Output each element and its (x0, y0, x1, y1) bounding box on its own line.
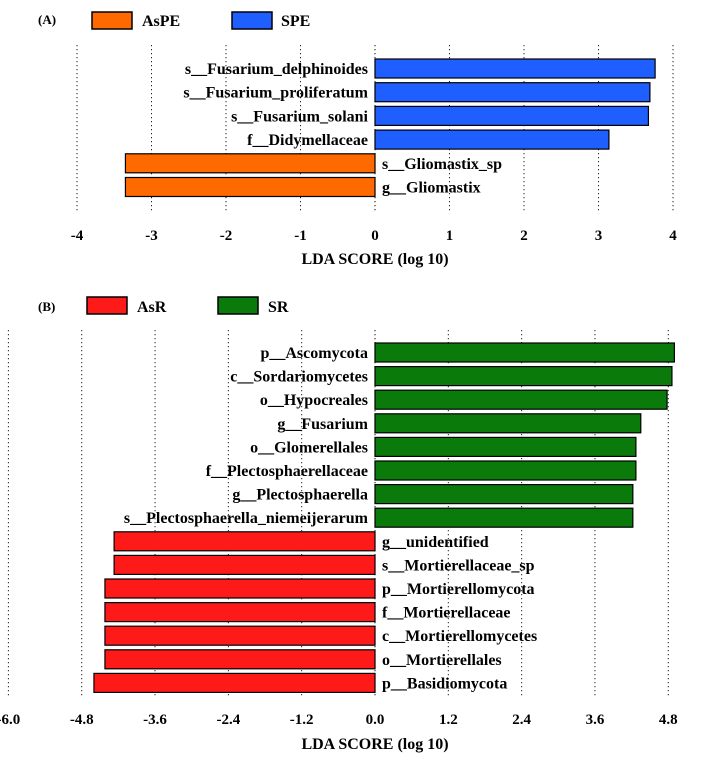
x-tick-label-1-2: -1.2 (290, 712, 314, 728)
panel-a-label: (A) (38, 12, 56, 27)
bar-s-fusarium-delphinoides (374, 58, 656, 79)
x-tick-label-4: -4 (71, 228, 84, 244)
bar-label-s-gliomastix-sp: s__Gliomastix_sp (382, 156, 502, 173)
bar-label-g-fusarium: g__Fusarium (277, 416, 368, 433)
legend-label-spe: SPE (281, 13, 310, 30)
panel-b-bars (93, 342, 675, 694)
x-tick-label-3-6: -3.6 (143, 712, 167, 728)
bar-c-sordariomycetes (374, 366, 673, 387)
panel-a-bars (124, 58, 656, 198)
panel-b-x-ticks: -6.0-4.8-3.6-2.4-1.20.01.22.43.64.86.0 (0, 712, 678, 728)
bar-label-f-plectosphaerellaceae: f__Plectosphaerellaceae (206, 463, 368, 480)
panel-a-lda-chart: (A) AsPE SPE s__Fusarium_delphinoidess__… (38, 11, 678, 268)
bar-label-f-mortierellaceae: f__Mortierellaceae (382, 605, 511, 622)
x-tick-label-3: -3 (145, 228, 158, 244)
x-tick-label-1: -1 (294, 228, 307, 244)
legend-label-asr: AsR (137, 299, 167, 316)
bar-s-fusarium-solani (374, 105, 650, 127)
x-tick-label-2: -2 (220, 228, 233, 244)
legend-swatch-sr (217, 296, 259, 315)
panel-b-label: (B) (38, 299, 55, 314)
bar-label-o-glomerellales: o__Glomerellales (250, 439, 368, 456)
x-tick-label-6-0: -6.0 (0, 712, 20, 728)
bar-label-s-fusarium-delphinoides: s__Fusarium_delphinoides (185, 61, 368, 78)
x-tick-label-2: 2 (520, 228, 528, 244)
x-tick-label-1: 1 (446, 228, 454, 244)
bar-label-o-hypocreales: o__Hypocreales (260, 392, 368, 409)
bar-f-mortierellaceae (104, 601, 376, 623)
bar-g-gliomastix (124, 176, 376, 198)
bar-label-g-plectosphaerella: g__Plectosphaerella (232, 487, 368, 504)
bar-p-basidiomycota (93, 672, 376, 694)
legend-swatch-asr (86, 296, 128, 315)
panel-a-x-ticks: -4 -3 -2 -1 0 1 2 3 4 (71, 228, 678, 244)
legend-label-aspe: AsPE (142, 13, 180, 30)
x-tick-label-4: 4 (669, 228, 677, 244)
legend-label-sr: SR (268, 299, 289, 316)
bar-label-s-fusarium-proliferatum: s__Fusarium_proliferatum (183, 85, 368, 102)
legend-swatch-aspe (91, 11, 133, 30)
legend-swatch-spe (231, 11, 273, 30)
bar-s-gliomastix-sp (124, 153, 376, 174)
bar-label-s-plectosphaerella-niemeijerarum: s__Plectosphaerella_niemeijerarum (124, 510, 369, 527)
bar-g-plectosphaerella (374, 484, 634, 505)
bar-label-g-gliomastix: g__Gliomastix (382, 180, 481, 197)
bar-g-unidentified (113, 531, 376, 552)
bar-label-p-mortierellomycota: p__Mortierellomycota (382, 581, 535, 598)
bar-s-plectosphaerella-niemeijerarum (374, 507, 634, 528)
bar-label-s-mortierellaceae-sp: s__Mortierellaceae_sp (382, 557, 535, 574)
bar-p-mortierellomycota (104, 578, 376, 599)
bar-s-mortierellaceae-sp (113, 554, 376, 576)
bar-label-s-fusarium-solani: s__Fusarium_solani (231, 108, 368, 125)
x-tick-label-2-4: -2.4 (216, 712, 240, 728)
x-tick-label-3-6: 3.6 (586, 712, 605, 728)
x-tick-label-0: 0 (371, 228, 379, 244)
bar-label-c-sordariomycetes: c__Sordariomycetes (230, 369, 368, 386)
bar-f-plectosphaerellaceae (374, 460, 637, 481)
bar-label-p-ascomycota: p__Ascomycota (260, 345, 368, 362)
x-tick-label-0-0: 0.0 (366, 712, 385, 728)
x-tick-label-1-2: 1.2 (439, 712, 458, 728)
bar-label-o-mortierellales: o__Mortierellales (382, 652, 502, 669)
panel-b-bar-labels: p__Ascomycota c__Sordariomycetes o__Hypocr… (124, 345, 537, 692)
panel-b-lda-chart: (B) AsR SR p__Ascomycota c__Sordariomycet… (0, 296, 678, 753)
x-tick-label-2-4: 2.4 (512, 712, 531, 728)
bar-o-mortierellales (104, 649, 376, 670)
bar-label-p-basidiomycota: p__Basidiomycota (382, 675, 507, 692)
x-tick-label-4-8: -4.8 (70, 712, 94, 728)
bar-g-fusarium (374, 413, 642, 434)
bar-o-glomerellales (374, 436, 637, 457)
bar-label-g-unidentified: g__unidentified (382, 534, 489, 551)
x-tick-label-3: 3 (595, 228, 603, 244)
bar-label-c-mortierellomycetes: c__Mortierellomycetes (382, 628, 537, 645)
bar-c-mortierellomycetes (104, 625, 376, 646)
bar-p-ascomycota (374, 342, 675, 363)
panel-a-bar-labels: s__Fusarium_delphinoides s__Fusarium_prol… (183, 61, 502, 197)
bar-label-f-didymellaceae: f__Didymellaceae (247, 132, 368, 149)
panel-b-x-axis-label: LDA SCORE (log 10) (301, 736, 448, 753)
bar-f-didymellaceae (374, 129, 610, 150)
bar-s-fusarium-proliferatum (374, 82, 651, 103)
panel-a-x-axis-label: LDA SCORE (log 10) (301, 251, 448, 268)
x-tick-label-4-8: 4.8 (659, 712, 678, 728)
bar-o-hypocreales (374, 389, 668, 410)
